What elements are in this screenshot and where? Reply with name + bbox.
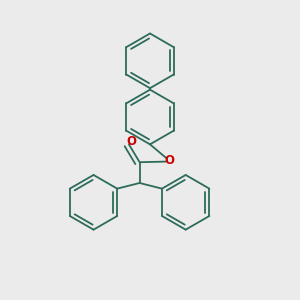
Text: O: O: [164, 154, 174, 167]
Text: O: O: [126, 135, 136, 148]
